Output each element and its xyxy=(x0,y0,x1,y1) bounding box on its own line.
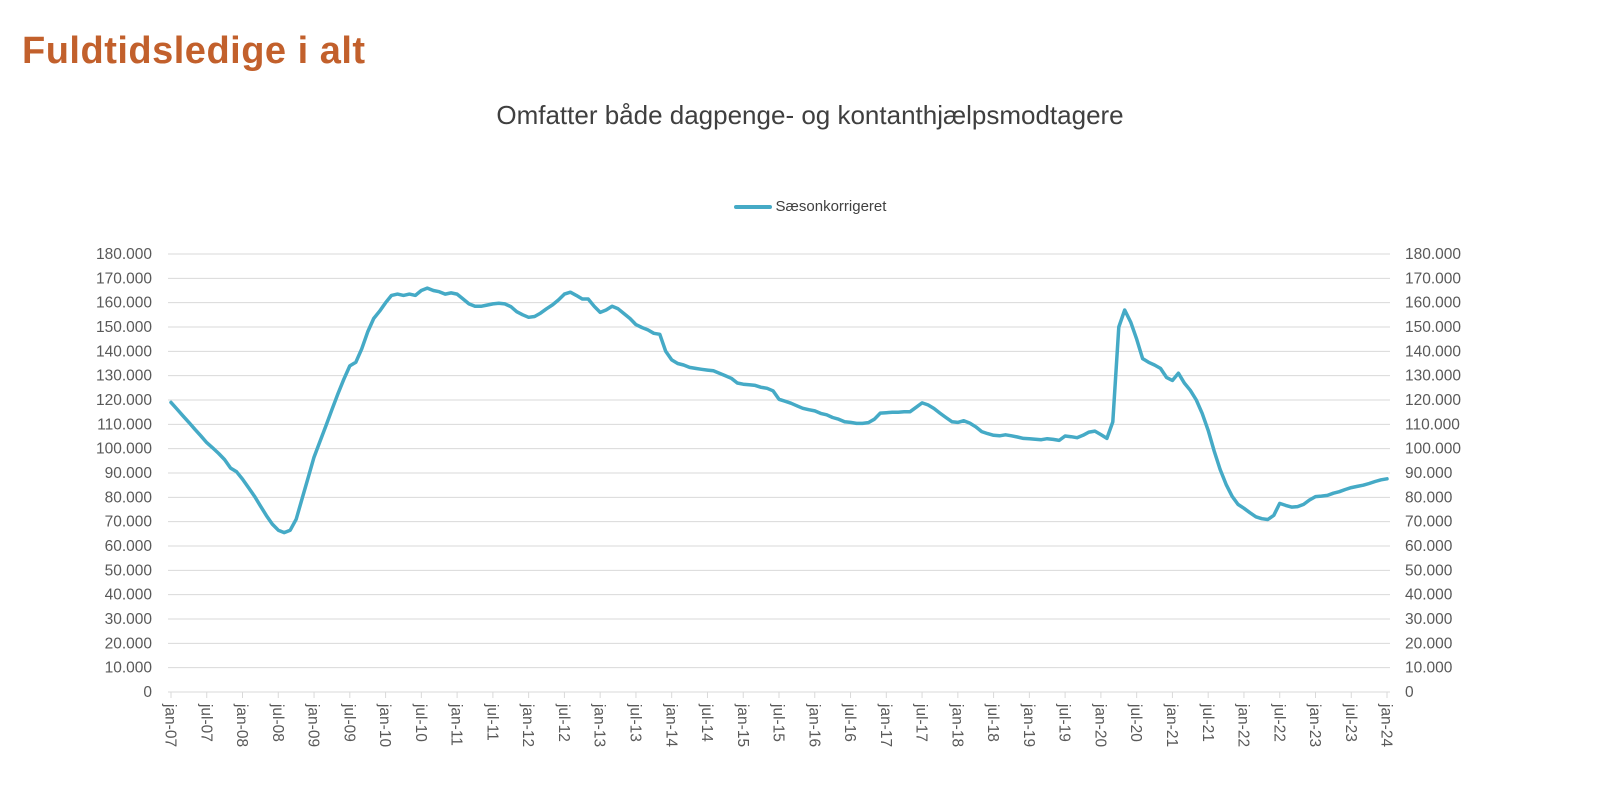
x-axis-label: jan-13 xyxy=(591,703,608,747)
chart-title: Omfatter både dagpenge- og kontanthjælps… xyxy=(496,100,1124,130)
series-line-saesonkorrigeret xyxy=(169,286,1389,535)
y-axis-label-right: 90.000 xyxy=(1405,465,1453,482)
y-axis-label-left: 10.000 xyxy=(105,660,153,677)
x-axis-label: jul-13 xyxy=(627,703,644,742)
x-axis-label: jul-07 xyxy=(197,703,214,742)
y-axis-label-left: 150.000 xyxy=(96,319,152,336)
y-axis-label-left: 130.000 xyxy=(96,368,152,385)
x-axis-label: jul-08 xyxy=(269,703,286,742)
x-axis-label: jan-17 xyxy=(877,703,894,747)
y-axis-label-right: 70.000 xyxy=(1405,514,1453,531)
y-axis-label-right: 120.000 xyxy=(1405,392,1461,409)
x-axis-label: jan-12 xyxy=(519,703,536,747)
x-axis-label: jul-16 xyxy=(841,703,858,742)
x-axis-label: jan-15 xyxy=(734,703,751,747)
x-axis-label: jan-23 xyxy=(1306,703,1323,747)
x-axis-label: jan-19 xyxy=(1020,703,1037,747)
x-axis-label: jan-09 xyxy=(305,703,322,747)
y-axis-label-right: 80.000 xyxy=(1405,489,1453,506)
y-axis-label-right: 160.000 xyxy=(1405,295,1461,312)
y-axis-label-left: 80.000 xyxy=(105,489,153,506)
y-axis-label-left: 100.000 xyxy=(96,441,152,458)
y-axis-label-left: 20.000 xyxy=(105,635,153,652)
x-axis-label: jan-07 xyxy=(162,703,179,747)
x-axis-label: jul-20 xyxy=(1127,703,1144,742)
x-axis-label: jul-10 xyxy=(412,703,429,742)
chart-header: Omfatter både dagpenge- og kontanthjælps… xyxy=(150,100,1470,160)
x-axis-label: jul-22 xyxy=(1270,703,1287,742)
y-axis-label-right: 40.000 xyxy=(1405,587,1453,604)
x-axis-label: jan-18 xyxy=(948,703,965,747)
y-axis-label-right: 10.000 xyxy=(1405,660,1453,677)
legend-series-label: Sæsonkorrigeret xyxy=(775,198,887,215)
y-axis-label-right: 180.000 xyxy=(1405,246,1461,263)
x-axis-label: jul-21 xyxy=(1199,703,1216,742)
x-axis-label: jul-11 xyxy=(483,703,500,741)
page-title: Fuldtidsledige i alt xyxy=(22,30,366,72)
chart-legend: Sæsonkorrigeret xyxy=(150,198,1470,215)
x-axis-label: jul-19 xyxy=(1056,703,1073,742)
y-axis-label-right: 110.000 xyxy=(1405,416,1460,433)
y-axis-label-left: 90.000 xyxy=(105,465,153,482)
x-axis-label: jan-10 xyxy=(376,703,393,747)
y-axis-label-left: 0 xyxy=(143,684,152,701)
y-axis-label-left: 70.000 xyxy=(105,514,153,531)
y-axis-label-right: 60.000 xyxy=(1405,538,1453,555)
y-axis-label-left: 40.000 xyxy=(105,587,153,604)
y-axis-label-right: 50.000 xyxy=(1405,562,1453,579)
y-axis-label-right: 130.000 xyxy=(1405,368,1461,385)
y-axis-label-left: 50.000 xyxy=(105,562,153,579)
y-axis-label-right: 140.000 xyxy=(1405,343,1461,360)
y-axis-label-right: 20.000 xyxy=(1405,635,1453,652)
y-axis-label-right: 170.000 xyxy=(1405,270,1461,287)
x-axis-label: jul-18 xyxy=(984,703,1001,742)
y-axis-label-left: 60.000 xyxy=(105,538,153,555)
y-axis-label-right: 30.000 xyxy=(1405,611,1453,628)
x-axis-label: jul-17 xyxy=(913,703,930,742)
y-axis-label-right: 100.000 xyxy=(1405,441,1461,458)
x-axis-label: jan-22 xyxy=(1235,703,1252,747)
y-axis-label-left: 30.000 xyxy=(105,611,153,628)
y-axis-label-right: 150.000 xyxy=(1405,319,1461,336)
y-axis-label-left: 170.000 xyxy=(96,270,152,287)
legend-line-marker xyxy=(733,204,772,209)
y-axis-label-left: 180.000 xyxy=(96,246,152,263)
y-axis-label-left: 140.000 xyxy=(96,343,152,360)
x-axis-label: jul-12 xyxy=(555,703,572,742)
y-axis-label-right: 0 xyxy=(1405,684,1414,701)
x-axis-label: jan-21 xyxy=(1163,703,1180,747)
y-axis-label-left: 120.000 xyxy=(96,392,152,409)
y-axis-label-left: 160.000 xyxy=(96,295,152,312)
x-axis-label: jan-11 xyxy=(448,703,465,746)
x-axis-label: jul-09 xyxy=(340,703,357,742)
x-axis-label: jan-08 xyxy=(233,703,250,747)
x-axis-label: jul-14 xyxy=(698,703,715,742)
y-axis-label-left: 110.000 xyxy=(97,416,152,433)
x-axis-label: jan-14 xyxy=(662,703,679,747)
x-axis-label: jan-24 xyxy=(1378,703,1395,747)
x-axis-label: jul-15 xyxy=(770,703,787,742)
x-axis-label: jan-16 xyxy=(805,703,822,747)
x-axis-label: jan-20 xyxy=(1091,703,1108,747)
x-axis-label: jul-23 xyxy=(1342,703,1359,742)
